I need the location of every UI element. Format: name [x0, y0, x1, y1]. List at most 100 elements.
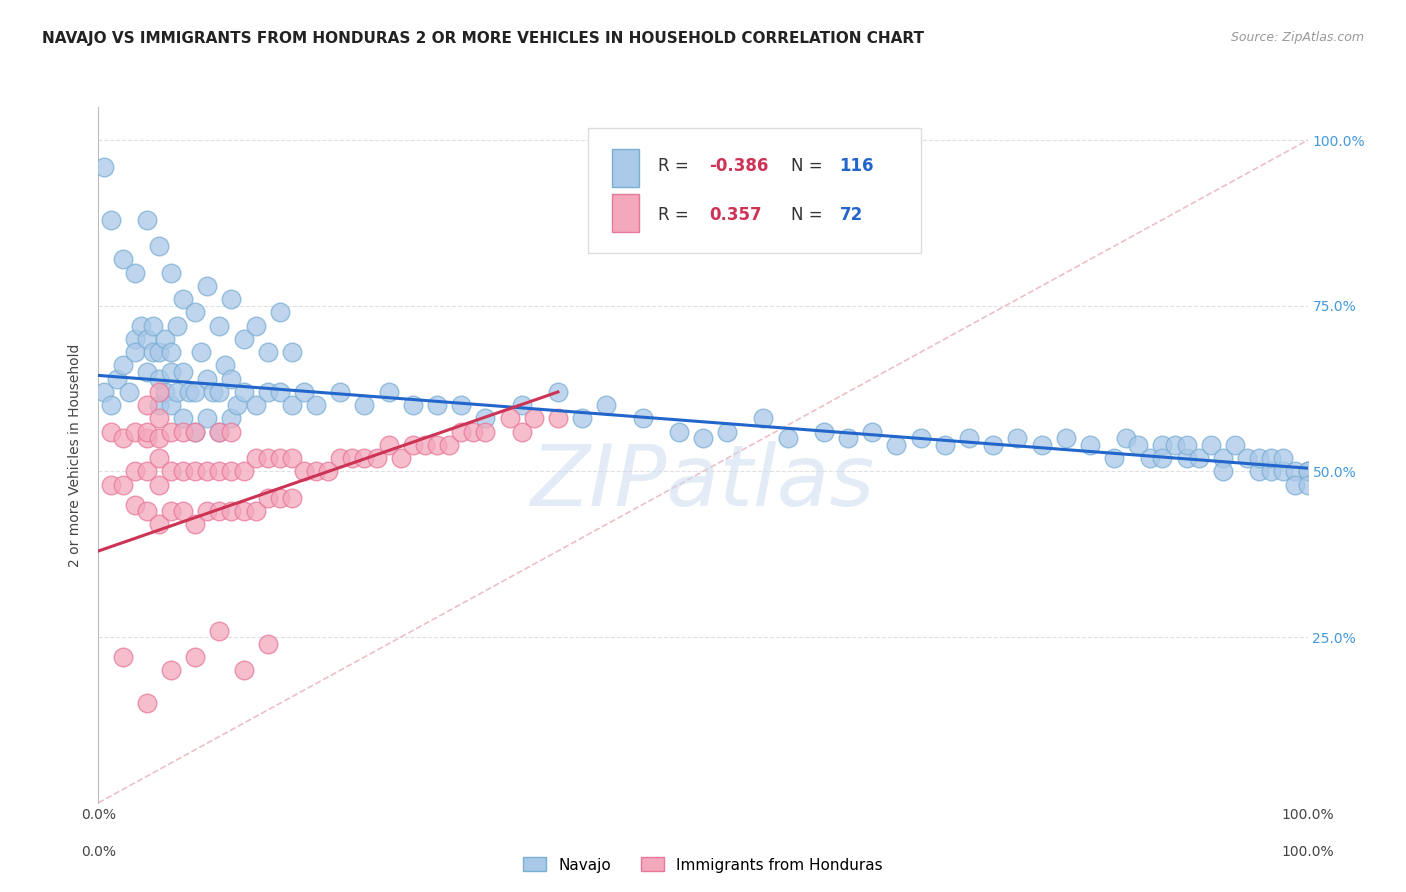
Point [1175, 438, 1198, 452]
Point [93, 160, 115, 174]
Point [105, 372, 128, 386]
Point [179, 384, 201, 399]
Point [1296, 465, 1319, 479]
Point [1152, 451, 1174, 466]
Point [245, 504, 267, 518]
Point [1212, 465, 1234, 479]
Point [184, 305, 207, 319]
Point [1007, 431, 1029, 445]
Point [208, 425, 231, 439]
Point [1163, 438, 1185, 452]
Point [245, 398, 267, 412]
Point [135, 425, 157, 439]
Point [1284, 465, 1306, 479]
Point [256, 491, 278, 505]
Point [981, 438, 1004, 452]
Point [221, 504, 243, 518]
Point [281, 451, 304, 466]
Point [402, 438, 425, 452]
Point [202, 384, 225, 399]
Point [135, 465, 157, 479]
Point [221, 411, 243, 425]
Point [1272, 451, 1295, 466]
Point [148, 431, 170, 445]
Point [208, 465, 231, 479]
Point [934, 438, 956, 452]
Point [426, 398, 449, 412]
Point [1223, 438, 1246, 452]
Point [124, 345, 146, 359]
Text: 116: 116 [839, 157, 875, 175]
Point [813, 425, 835, 439]
Point [172, 465, 194, 479]
Text: NAVAJO VS IMMIGRANTS FROM HONDURAS 2 OR MORE VEHICLES IN HOUSEHOLD CORRELATION C: NAVAJO VS IMMIGRANTS FROM HONDURAS 2 OR … [42, 31, 924, 46]
Point [292, 465, 315, 479]
Point [100, 212, 122, 227]
Point [232, 465, 254, 479]
Point [208, 425, 231, 439]
Point [148, 239, 170, 253]
Text: N =: N = [792, 157, 828, 175]
Point [195, 372, 218, 386]
Point [124, 465, 146, 479]
Point [692, 431, 714, 445]
Text: R =: R = [658, 206, 695, 224]
Point [1199, 438, 1222, 452]
Point [172, 504, 194, 518]
Point [93, 384, 115, 399]
Text: 100.0%: 100.0% [1281, 845, 1334, 858]
Point [135, 398, 157, 412]
Point [377, 438, 399, 452]
Point [172, 425, 194, 439]
Point [221, 425, 243, 439]
Point [221, 372, 243, 386]
Text: Source: ZipAtlas.com: Source: ZipAtlas.com [1230, 31, 1364, 45]
Point [1260, 465, 1282, 479]
Point [1212, 451, 1234, 466]
Point [184, 650, 207, 665]
Point [389, 451, 412, 466]
Point [208, 384, 231, 399]
Point [160, 663, 183, 677]
Point [172, 411, 194, 425]
Point [111, 359, 134, 373]
Point [860, 425, 883, 439]
Point [166, 384, 188, 399]
Point [232, 663, 254, 677]
Point [752, 411, 775, 425]
Point [166, 318, 188, 333]
Point [195, 279, 218, 293]
Point [111, 431, 134, 445]
Point [184, 384, 207, 399]
Point [353, 451, 375, 466]
Point [184, 425, 207, 439]
Legend: Navajo, Immigrants from Honduras: Navajo, Immigrants from Honduras [517, 851, 889, 879]
Point [160, 266, 183, 280]
Point [148, 384, 170, 399]
Point [124, 498, 146, 512]
Point [1236, 451, 1258, 466]
Point [148, 411, 170, 425]
Point [245, 318, 267, 333]
Point [402, 398, 425, 412]
Point [124, 425, 146, 439]
Point [135, 697, 157, 711]
Point [208, 504, 231, 518]
Point [160, 398, 183, 412]
Point [377, 384, 399, 399]
Point [153, 332, 176, 346]
Point [1031, 438, 1053, 452]
Point [124, 266, 146, 280]
Point [269, 451, 291, 466]
Point [142, 345, 165, 359]
Point [118, 384, 141, 399]
Point [148, 477, 170, 491]
Point [100, 477, 122, 491]
Point [221, 465, 243, 479]
Point [129, 318, 152, 333]
Point [1152, 438, 1174, 452]
Point [160, 365, 183, 379]
Point [571, 411, 593, 425]
Point [316, 465, 339, 479]
Point [1054, 431, 1077, 445]
